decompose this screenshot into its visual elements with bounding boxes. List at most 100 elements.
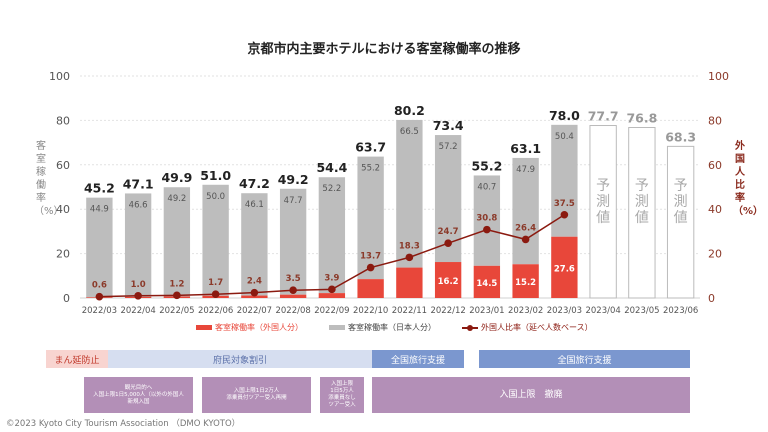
legend: 客室稼働率（外国人分） 客室稼働率（日本人分） 外国人比率（延べ人数ベース） — [196, 322, 593, 333]
ratio-point — [211, 290, 220, 299]
x-tick-label: 2022/03 — [82, 306, 117, 316]
ratio-point — [95, 292, 104, 301]
x-tick-label: 2022/05 — [159, 306, 194, 316]
foreign-value-label: 27.6 — [554, 264, 575, 274]
y-tick-label: 80 — [56, 114, 70, 127]
legend-label-foreign: 客室稼働率（外国人分） — [215, 323, 303, 332]
y-tick-label: 100 — [49, 70, 70, 83]
bar-foreign — [396, 267, 423, 298]
policy-box-abolished: 入国上限 撤廃 — [372, 377, 690, 413]
japanese-value-label: 47.9 — [516, 165, 535, 175]
x-tick-label: 2023/04 — [585, 306, 620, 316]
x-tick-label: 2022/11 — [392, 306, 427, 316]
total-value-label: 54.4 — [316, 160, 347, 175]
total-value-label: 78.0 — [549, 108, 580, 123]
japanese-value-label: 46.6 — [129, 200, 148, 210]
x-tick-label: 2023/02 — [508, 306, 543, 316]
y-axis-right: 0 20 40 60 80 100 — [708, 70, 729, 305]
x-tick-label: 2023/05 — [624, 306, 659, 316]
bar-foreign — [318, 293, 346, 298]
data-labels: 44.9 45.2 46.6 47.1 49.2 49.9 50.0 51.0 46.1 47.2… — [84, 103, 696, 291]
bar-japanese — [318, 177, 346, 294]
total-value-label: 80.2 — [394, 103, 425, 118]
y-axis-right-label: 外国人比率（%） — [733, 141, 764, 217]
japanese-value-label: 47.7 — [284, 196, 303, 206]
foreign-value-label: 14.5 — [476, 279, 497, 289]
policy-box-50000: 入国上限 1日5万人 添乗員なし ツアー受入 — [320, 377, 364, 413]
policy-box-5000: 観光目的へ 入国上限1日5,000人（以外の外国人 新規入国 — [84, 377, 193, 413]
legend-item-ratio: 外国人比率（延べ人数ベース） — [462, 322, 593, 333]
japanese-value-label: 49.2 — [167, 194, 186, 204]
x-axis: 2022/03 2022/04 2022/05 2022/06 2022/07 2022/… — [82, 306, 699, 316]
bar-japanese — [163, 187, 191, 297]
x-tick-label: 2022/06 — [198, 306, 233, 316]
ratio-value-label: 3.9 — [324, 273, 339, 283]
y-axis-left: 0 20 40 60 80 100 — [49, 70, 70, 305]
ratio-point — [405, 253, 414, 262]
ratio-point — [289, 286, 297, 295]
bar-japanese — [124, 193, 152, 297]
bar-japanese — [512, 157, 539, 265]
chart-title: 京都市内主要ホテルにおける客室稼働率の推移 — [247, 42, 521, 57]
ratio-point — [560, 210, 569, 219]
bar-foreign — [357, 279, 384, 298]
y2-tick-label: 80 — [708, 114, 722, 127]
japanese-value-label: 50.4 — [555, 132, 574, 142]
y-axis-left-label: 客室稼働率（%） — [34, 141, 64, 217]
total-value-label: 51.0 — [200, 168, 231, 183]
y-tick-label: 0 — [63, 292, 70, 305]
legend-label-ratio: 外国人比率（延べ人数ベース） — [481, 323, 593, 332]
total-value-label: 76.8 — [626, 111, 657, 126]
x-tick-label: 2023/01 — [469, 306, 504, 316]
ratio-value-label: 24.7 — [438, 227, 459, 237]
y-tick-label: 60 — [56, 159, 70, 172]
x-tick-label: 2022/08 — [275, 306, 310, 316]
total-value-label: 63.1 — [510, 141, 541, 156]
total-value-label: 68.3 — [665, 129, 696, 144]
ratio-point — [328, 285, 336, 294]
total-value-label: 47.2 — [239, 176, 270, 191]
ratio-line — [95, 210, 569, 301]
ratio-point — [521, 235, 530, 244]
bar-foreign — [434, 262, 462, 298]
ratio-value-label: 37.5 — [554, 199, 575, 209]
bar-japanese — [396, 119, 423, 268]
timeline-band-fumin-discount: 府民対象割引 — [108, 350, 372, 368]
y-tick-label: 40 — [56, 203, 70, 216]
ratio-value-label: 18.3 — [399, 241, 420, 251]
timeline-band-manen-boshi: まん延防止 — [46, 350, 108, 368]
ratio-point — [173, 291, 181, 300]
x-tick-label: 2022/07 — [237, 306, 272, 316]
legend-label-japanese: 客室稼働率（日本人分） — [348, 323, 436, 332]
ratio-value-label: 1.0 — [131, 280, 146, 290]
forecast-label: 値 — [635, 210, 649, 226]
ratio-point — [366, 263, 375, 272]
forecast-label: 値 — [674, 210, 688, 226]
bar-foreign — [241, 295, 268, 298]
bar-foreign — [512, 264, 539, 298]
policy-box-20000: 入国上限1日2万人 添乗員付ツアー受入再開 — [202, 377, 311, 413]
x-tick-label: 2022/12 — [430, 306, 465, 316]
x-tick-label: 2022/04 — [120, 306, 155, 316]
japanese-value-label: 44.9 — [90, 205, 109, 215]
forecast-label: 予 — [596, 178, 610, 194]
y2-tick-label: 20 — [708, 248, 722, 261]
legend-item-foreign: 客室稼働率（外国人分） — [196, 322, 303, 333]
ratio-point — [250, 288, 259, 297]
forecast-label: 予 — [635, 178, 649, 194]
bar-foreign — [279, 294, 307, 298]
total-value-label: 63.7 — [355, 140, 386, 155]
bar-japanese — [473, 175, 501, 266]
legend-swatch-foreign — [196, 325, 212, 330]
ratio-point — [134, 291, 142, 300]
total-value-label: 55.2 — [471, 158, 502, 173]
x-tick-label: 2023/06 — [663, 306, 698, 316]
forecast-label: 予 — [674, 178, 688, 194]
total-value-label: 47.1 — [123, 176, 154, 191]
timeline-band-national-travel-1: 全国旅行支援 — [372, 350, 464, 368]
ratio-point — [444, 239, 452, 247]
y2-tick-label: 0 — [708, 292, 715, 305]
forecast-bar — [589, 125, 617, 299]
ratio-value-label: 0.6 — [92, 281, 107, 291]
legend-swatch-japanese — [329, 325, 345, 330]
